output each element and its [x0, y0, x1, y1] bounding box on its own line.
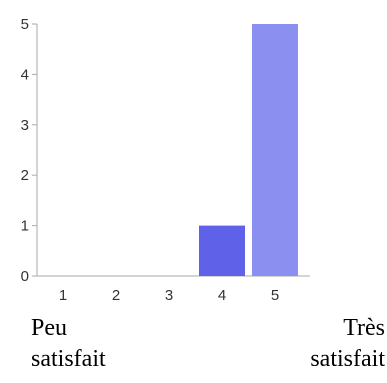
low-end-label-line1: Peu	[31, 315, 67, 341]
y-axis-ticks: 0 1 2 3 4 5	[21, 16, 37, 285]
x-tick-label: 4	[218, 287, 226, 300]
bars	[199, 24, 298, 276]
x-tick-label: 1	[59, 287, 67, 300]
high-end-label-line2: satisfait	[310, 346, 385, 372]
high-end-label-line1: Très	[343, 315, 385, 341]
high-end-label: Très satisfait	[285, 313, 385, 375]
low-end-label: Peu satisfait	[31, 313, 106, 375]
bar-4[interactable]	[199, 225, 245, 276]
x-tick-label: 2	[112, 287, 120, 300]
x-axis-ticks: 1 2 3 4 5	[59, 287, 279, 300]
x-tick-label: 5	[271, 287, 279, 300]
bar-5[interactable]	[252, 24, 298, 276]
y-tick-label: 4	[21, 66, 29, 83]
x-tick-label: 3	[165, 287, 173, 300]
y-tick-label: 5	[21, 16, 29, 33]
satisfaction-bar-chart: 0 1 2 3 4 5 1 2 3 4 5	[21, 16, 310, 300]
y-tick-label: 1	[21, 218, 29, 235]
y-tick-label: 0	[21, 268, 29, 285]
y-tick-label: 3	[21, 117, 29, 134]
low-end-label-line2: satisfait	[31, 346, 106, 372]
y-tick-label: 2	[21, 167, 29, 184]
